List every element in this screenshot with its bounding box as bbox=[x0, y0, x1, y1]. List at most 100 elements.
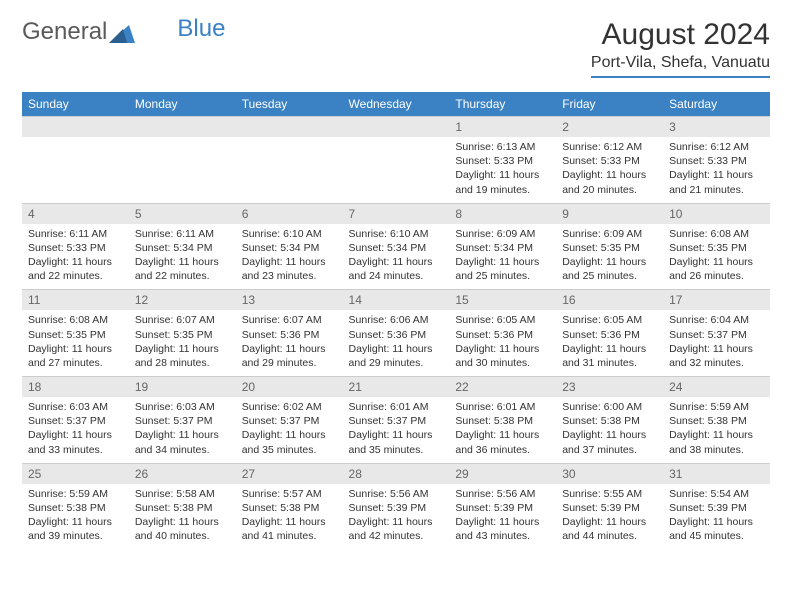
day2-text: and 25 minutes. bbox=[455, 269, 550, 283]
day-cell: Sunrise: 6:05 AMSunset: 5:36 PMDaylight:… bbox=[449, 310, 556, 376]
day-cell: Sunrise: 5:59 AMSunset: 5:38 PMDaylight:… bbox=[22, 484, 129, 550]
daynum-row: 123 bbox=[22, 117, 770, 138]
sunset-text: Sunset: 5:33 PM bbox=[28, 241, 123, 255]
day1-text: Daylight: 11 hours bbox=[28, 342, 123, 356]
day-number: 29 bbox=[449, 463, 556, 484]
day1-text: Daylight: 11 hours bbox=[135, 342, 230, 356]
page-header: General Blue August 2024 Port-Vila, Shef… bbox=[22, 18, 770, 78]
day2-text: and 38 minutes. bbox=[669, 443, 764, 457]
day2-text: and 27 minutes. bbox=[28, 356, 123, 370]
day-cell: Sunrise: 6:03 AMSunset: 5:37 PMDaylight:… bbox=[129, 397, 236, 463]
day-cell: Sunrise: 6:04 AMSunset: 5:37 PMDaylight:… bbox=[663, 310, 770, 376]
sunset-text: Sunset: 5:39 PM bbox=[669, 501, 764, 515]
daynum-row: 11121314151617 bbox=[22, 290, 770, 311]
calendar-table: Sunday Monday Tuesday Wednesday Thursday… bbox=[22, 92, 770, 549]
dayhead-sat: Saturday bbox=[663, 92, 770, 117]
day-number: 3 bbox=[663, 117, 770, 138]
sunrise-text: Sunrise: 6:05 AM bbox=[455, 313, 550, 327]
day2-text: and 23 minutes. bbox=[242, 269, 337, 283]
day1-text: Daylight: 11 hours bbox=[455, 255, 550, 269]
day-number: 31 bbox=[663, 463, 770, 484]
day2-text: and 31 minutes. bbox=[562, 356, 657, 370]
sunrise-text: Sunrise: 6:08 AM bbox=[669, 227, 764, 241]
sunset-text: Sunset: 5:33 PM bbox=[562, 154, 657, 168]
day-cell: Sunrise: 6:07 AMSunset: 5:36 PMDaylight:… bbox=[236, 310, 343, 376]
sunset-text: Sunset: 5:38 PM bbox=[28, 501, 123, 515]
sunrise-text: Sunrise: 6:10 AM bbox=[349, 227, 444, 241]
day1-text: Daylight: 11 hours bbox=[135, 515, 230, 529]
day-number: 6 bbox=[236, 203, 343, 224]
sunset-text: Sunset: 5:38 PM bbox=[242, 501, 337, 515]
data-row: Sunrise: 5:59 AMSunset: 5:38 PMDaylight:… bbox=[22, 484, 770, 550]
sunset-text: Sunset: 5:34 PM bbox=[242, 241, 337, 255]
day-cell: Sunrise: 6:11 AMSunset: 5:34 PMDaylight:… bbox=[129, 224, 236, 290]
day-cell: Sunrise: 5:54 AMSunset: 5:39 PMDaylight:… bbox=[663, 484, 770, 550]
sunrise-text: Sunrise: 5:55 AM bbox=[562, 487, 657, 501]
day-number: 7 bbox=[343, 203, 450, 224]
day2-text: and 28 minutes. bbox=[135, 356, 230, 370]
day-cell: Sunrise: 6:06 AMSunset: 5:36 PMDaylight:… bbox=[343, 310, 450, 376]
day1-text: Daylight: 11 hours bbox=[562, 515, 657, 529]
day-cell bbox=[129, 137, 236, 203]
day1-text: Daylight: 11 hours bbox=[28, 515, 123, 529]
day2-text: and 36 minutes. bbox=[455, 443, 550, 457]
day-cell: Sunrise: 6:08 AMSunset: 5:35 PMDaylight:… bbox=[663, 224, 770, 290]
day-cell bbox=[22, 137, 129, 203]
day-cell: Sunrise: 6:00 AMSunset: 5:38 PMDaylight:… bbox=[556, 397, 663, 463]
data-row: Sunrise: 6:11 AMSunset: 5:33 PMDaylight:… bbox=[22, 224, 770, 290]
sunset-text: Sunset: 5:39 PM bbox=[455, 501, 550, 515]
sunrise-text: Sunrise: 5:56 AM bbox=[455, 487, 550, 501]
day-cell: Sunrise: 5:56 AMSunset: 5:39 PMDaylight:… bbox=[343, 484, 450, 550]
sunset-text: Sunset: 5:36 PM bbox=[455, 328, 550, 342]
day-number: 17 bbox=[663, 290, 770, 311]
day-number: 28 bbox=[343, 463, 450, 484]
day1-text: Daylight: 11 hours bbox=[28, 255, 123, 269]
day-number: 11 bbox=[22, 290, 129, 311]
day-cell: Sunrise: 6:10 AMSunset: 5:34 PMDaylight:… bbox=[236, 224, 343, 290]
brand-part1: General bbox=[22, 18, 107, 46]
day-cell: Sunrise: 6:02 AMSunset: 5:37 PMDaylight:… bbox=[236, 397, 343, 463]
sunrise-text: Sunrise: 5:56 AM bbox=[349, 487, 444, 501]
day-number: 26 bbox=[129, 463, 236, 484]
day2-text: and 21 minutes. bbox=[669, 183, 764, 197]
day-cell: Sunrise: 6:01 AMSunset: 5:38 PMDaylight:… bbox=[449, 397, 556, 463]
sunrise-text: Sunrise: 6:06 AM bbox=[349, 313, 444, 327]
day-number: 14 bbox=[343, 290, 450, 311]
sunrise-text: Sunrise: 6:01 AM bbox=[455, 400, 550, 414]
day-number: 23 bbox=[556, 377, 663, 398]
day-number: 1 bbox=[449, 117, 556, 138]
day1-text: Daylight: 11 hours bbox=[349, 428, 444, 442]
sunrise-text: Sunrise: 5:59 AM bbox=[28, 487, 123, 501]
sunrise-text: Sunrise: 5:59 AM bbox=[669, 400, 764, 414]
data-row: Sunrise: 6:03 AMSunset: 5:37 PMDaylight:… bbox=[22, 397, 770, 463]
day-cell bbox=[236, 137, 343, 203]
day-number bbox=[22, 117, 129, 138]
day-number: 27 bbox=[236, 463, 343, 484]
day-number: 12 bbox=[129, 290, 236, 311]
sunrise-text: Sunrise: 6:05 AM bbox=[562, 313, 657, 327]
day1-text: Daylight: 11 hours bbox=[349, 515, 444, 529]
sunrise-text: Sunrise: 6:01 AM bbox=[349, 400, 444, 414]
data-row: Sunrise: 6:13 AMSunset: 5:33 PMDaylight:… bbox=[22, 137, 770, 203]
day1-text: Daylight: 11 hours bbox=[669, 428, 764, 442]
sunset-text: Sunset: 5:37 PM bbox=[135, 414, 230, 428]
day-number bbox=[129, 117, 236, 138]
sunrise-text: Sunrise: 6:07 AM bbox=[242, 313, 337, 327]
dayhead-wed: Wednesday bbox=[343, 92, 450, 117]
day2-text: and 35 minutes. bbox=[242, 443, 337, 457]
sunrise-text: Sunrise: 6:09 AM bbox=[562, 227, 657, 241]
day2-text: and 45 minutes. bbox=[669, 529, 764, 543]
sunset-text: Sunset: 5:33 PM bbox=[455, 154, 550, 168]
sunrise-text: Sunrise: 6:03 AM bbox=[28, 400, 123, 414]
day-cell: Sunrise: 5:59 AMSunset: 5:38 PMDaylight:… bbox=[663, 397, 770, 463]
sunset-text: Sunset: 5:35 PM bbox=[28, 328, 123, 342]
day2-text: and 30 minutes. bbox=[455, 356, 550, 370]
day1-text: Daylight: 11 hours bbox=[562, 342, 657, 356]
daynum-row: 25262728293031 bbox=[22, 463, 770, 484]
brand-logo: General Blue bbox=[22, 18, 225, 46]
day-cell: Sunrise: 5:57 AMSunset: 5:38 PMDaylight:… bbox=[236, 484, 343, 550]
sunset-text: Sunset: 5:37 PM bbox=[242, 414, 337, 428]
dayhead-thu: Thursday bbox=[449, 92, 556, 117]
sunset-text: Sunset: 5:35 PM bbox=[135, 328, 230, 342]
day1-text: Daylight: 11 hours bbox=[135, 428, 230, 442]
